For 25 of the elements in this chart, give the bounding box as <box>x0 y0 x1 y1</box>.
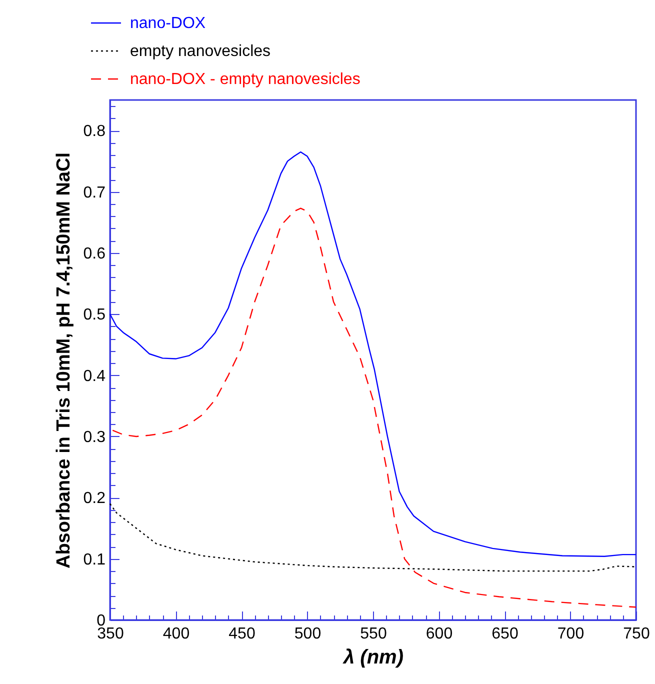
legend-label: nano-DOX - empty nanovesicles <box>130 71 360 88</box>
y-tick-label: 0.2 <box>83 490 106 508</box>
y-tick-label: 0.1 <box>83 551 106 568</box>
x-tick-label: 750 <box>623 626 650 642</box>
x-tick-label: 450 <box>228 626 256 642</box>
y-tick-label: 0.6 <box>83 245 106 262</box>
x-tick-label: 400 <box>162 626 190 642</box>
x-tick-label: 700 <box>557 626 584 642</box>
x-tick-label: 500 <box>294 626 322 642</box>
y-axis-title: Absorbance in Tris 10mM, pH 7.4,150mM NaCl <box>53 152 74 569</box>
line-series <box>109 151 637 557</box>
x-tick-label: 650 <box>492 626 518 642</box>
y-tick-label: 0.4 <box>83 368 106 385</box>
legend-label: empty nanovesicles <box>130 43 271 60</box>
x-axis-title: λ (nm) <box>342 646 404 668</box>
y-tick-label: 0.3 <box>83 428 106 446</box>
line-series <box>112 208 637 608</box>
y-tick-label: 0.5 <box>83 306 106 324</box>
legend-label: nano-DOX <box>130 15 206 32</box>
y-tick-label: 0.8 <box>83 123 106 140</box>
line-series <box>109 503 637 572</box>
x-tick-label: 550 <box>360 626 387 642</box>
y-tick-label: 0.7 <box>83 184 106 202</box>
x-tick-label: 600 <box>426 626 453 642</box>
x-tick-label: 350 <box>97 626 124 642</box>
